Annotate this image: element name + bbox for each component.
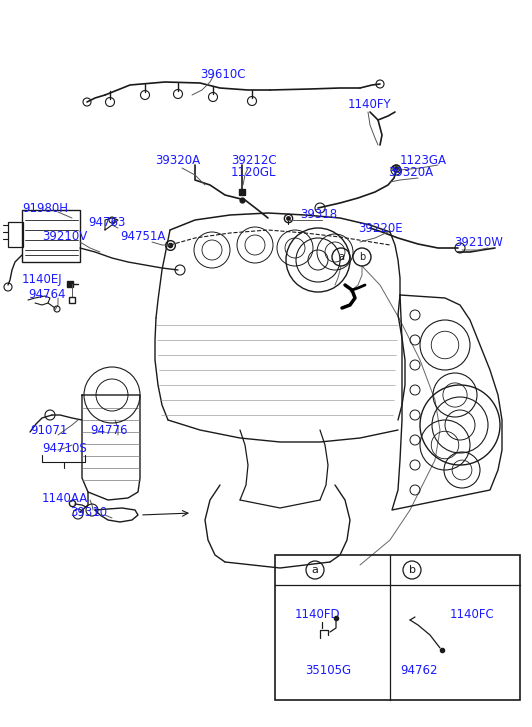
- Text: 94751A: 94751A: [120, 230, 165, 244]
- Text: 35105G: 35105G: [305, 664, 351, 677]
- Text: b: b: [409, 565, 415, 575]
- Text: 1140EJ: 1140EJ: [22, 273, 63, 286]
- Text: 39220E: 39220E: [358, 222, 403, 235]
- Text: 39320A: 39320A: [155, 153, 200, 166]
- Text: 94764: 94764: [28, 289, 65, 302]
- Text: a: a: [312, 565, 319, 575]
- Text: b: b: [359, 252, 365, 262]
- Text: 1120GL: 1120GL: [231, 166, 277, 180]
- Text: 1140FD: 1140FD: [294, 608, 340, 622]
- Text: 1123GA: 1123GA: [400, 153, 447, 166]
- Bar: [275, 555, 520, 700]
- Text: 1140AA: 1140AA: [42, 491, 88, 505]
- Text: 39210W: 39210W: [454, 236, 503, 249]
- Text: 94710S: 94710S: [42, 441, 87, 454]
- Text: 39610C: 39610C: [200, 68, 245, 81]
- Text: 94762: 94762: [400, 664, 437, 677]
- Text: a: a: [338, 252, 344, 262]
- Text: 39210V: 39210V: [42, 230, 87, 244]
- Text: 1140FY: 1140FY: [348, 98, 392, 111]
- Text: 91980H: 91980H: [22, 201, 68, 214]
- Text: 39310: 39310: [70, 507, 107, 520]
- Text: 39318: 39318: [300, 207, 337, 220]
- Text: 94763: 94763: [88, 215, 126, 228]
- Text: 91071: 91071: [30, 424, 68, 436]
- Text: 1140FC: 1140FC: [450, 608, 495, 622]
- Text: 39320A: 39320A: [388, 166, 433, 180]
- Text: 94776: 94776: [90, 424, 128, 436]
- Text: 39212C: 39212C: [231, 153, 277, 166]
